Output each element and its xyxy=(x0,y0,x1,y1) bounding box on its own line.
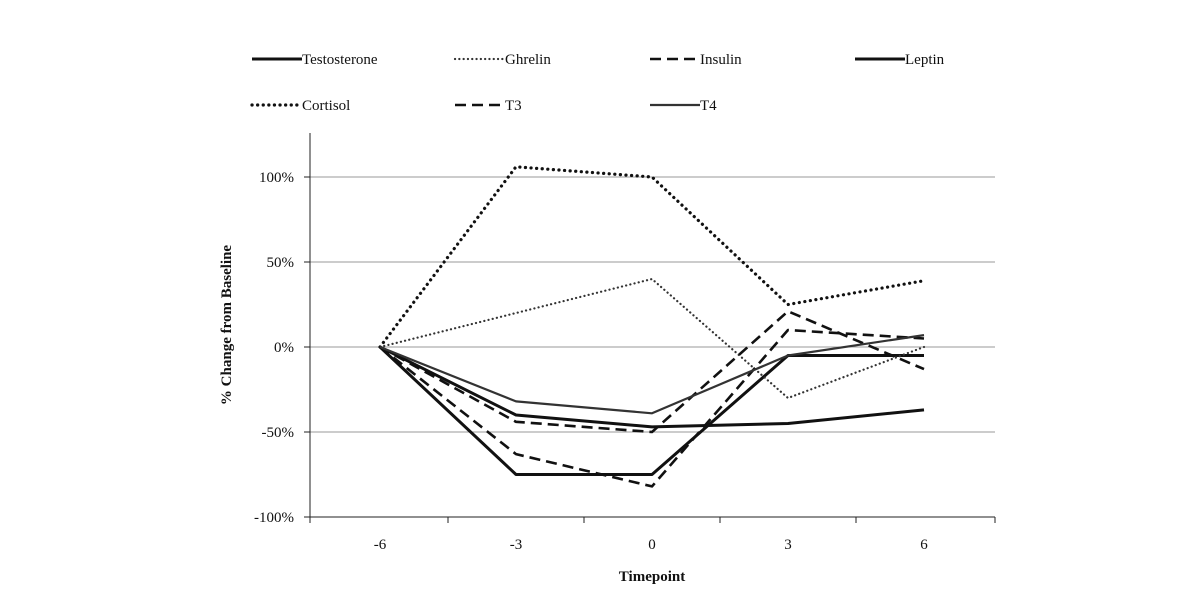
legend-label: Leptin xyxy=(905,52,945,68)
x-tick-label: -3 xyxy=(510,537,523,553)
series-line-leptin xyxy=(379,345,925,429)
gridlines xyxy=(310,176,995,433)
x-tick-label: 0 xyxy=(648,537,656,553)
series-line-t3 xyxy=(379,309,925,434)
legend-label: Cortisol xyxy=(302,98,350,114)
x-tick-label: 6 xyxy=(920,537,928,553)
legend-label: T4 xyxy=(700,98,717,114)
y-tick-label: -100% xyxy=(254,510,294,526)
series-line-testosterone xyxy=(378,345,924,476)
y-axis-title: % Change from Baseline xyxy=(219,245,235,405)
legend: Testosterone Ghrelin Insulin Leptin Cortisol… xyxy=(250,52,945,114)
series-lines xyxy=(378,165,926,488)
y-tick-label: -50% xyxy=(262,425,295,441)
y-tick-label: 50% xyxy=(267,255,295,271)
legend-label: T3 xyxy=(505,98,522,114)
legend-label: Insulin xyxy=(700,52,742,68)
y-tick-label: 0% xyxy=(274,340,294,356)
y-tick-label: 100% xyxy=(259,170,294,186)
series-line-cortisol xyxy=(378,165,926,349)
legend-label: Testosterone xyxy=(302,52,378,68)
x-tick-label: -6 xyxy=(374,537,387,553)
legend-label: Ghrelin xyxy=(505,52,551,68)
series-line-t4 xyxy=(379,334,925,415)
series-line-ghrelin xyxy=(378,277,926,400)
x-ticks: -6 -3 0 3 6 xyxy=(309,517,996,553)
x-axis-title: Timepoint xyxy=(619,569,685,585)
series-line-insulin xyxy=(379,328,925,488)
axes xyxy=(309,133,995,518)
x-tick-label: 3 xyxy=(784,537,792,553)
y-ticks: -100% -50% 0% 50% 100% xyxy=(254,170,310,526)
